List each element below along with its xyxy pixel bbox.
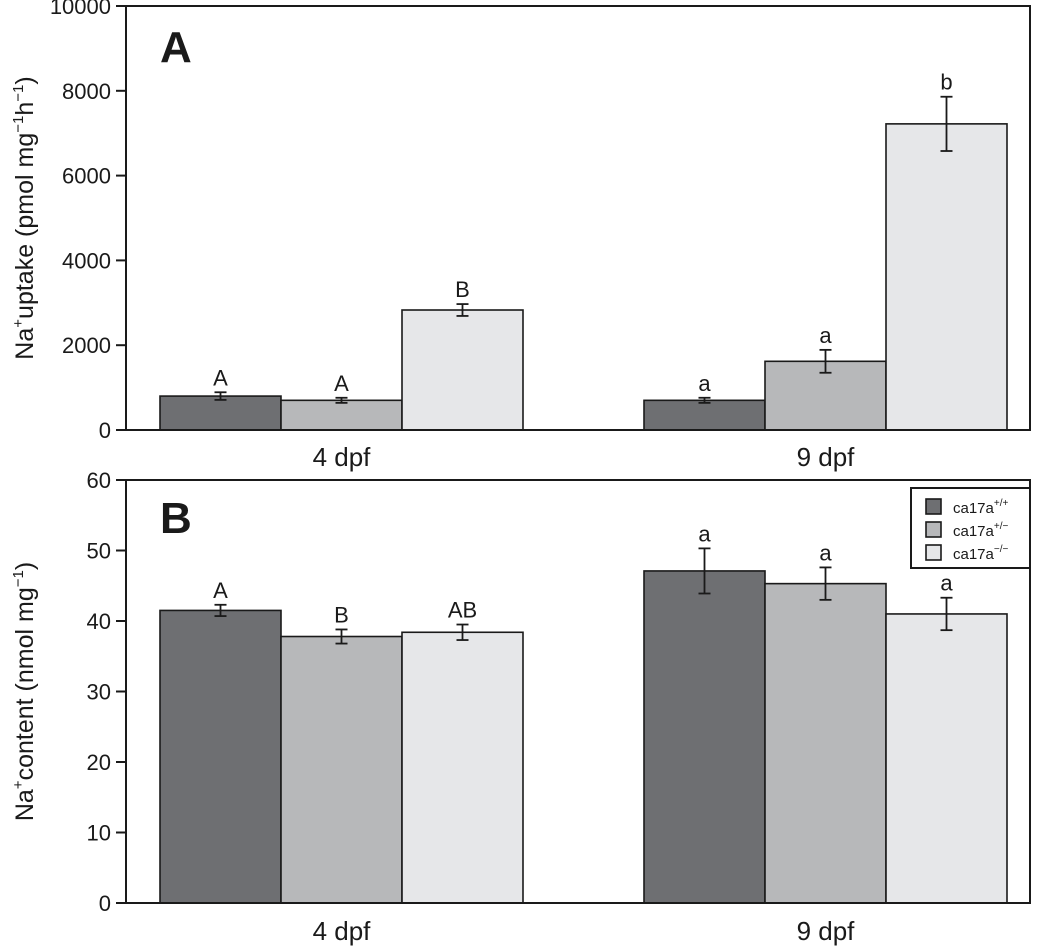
legend-swatch [925,498,942,515]
panel-b-significance-label: a [819,540,832,565]
panel-b-y-tick-label: 40 [87,609,111,634]
panel-a-significance-label: B [455,277,470,302]
panel-a-bar [401,309,524,431]
panel-a-significance-label: a [698,371,711,396]
panel-a-error-bar [335,396,348,404]
panel-b-error-bar [819,566,832,601]
legend-entry-label: ca17a−/− [953,544,1008,563]
panel-a-significance-label: A [334,371,349,396]
panel-b-x-category-label: 9 dpf [797,916,856,946]
panel-a-error-bar [698,396,711,404]
panel-b-significance-label: a [940,571,953,596]
panel-a-y-tick-label: 2000 [62,333,111,358]
legend-swatch [925,521,942,538]
panel-b-chart: Aa Ba AB a 0 10 20 30 40 50 60 4 dpf 9 dpf Na+content… [10,468,1031,946]
panel-a-y-tick-label: 10000 [50,0,111,19]
panel-b-bar [643,570,766,904]
panel-b-bar [401,631,524,904]
panel-a-x-category-label: 4 dpf [313,442,372,472]
panel-a-axes-frame [125,5,1031,431]
panel-b-y-tick-label: 0 [99,891,111,916]
panel-b-error-bar [335,628,348,645]
panel-a-bar [885,123,1008,431]
panel-a-y-tick-label: 6000 [62,164,111,189]
legend-swatch [925,544,942,561]
panel-a-significance-label: b [940,70,952,95]
panel-b-y-tick-label: 50 [87,539,111,564]
panel-a-y-axis-label: Na+uptake (pmol mg−1h−1) [10,76,39,359]
legend: ca17a+/+ ca17a+/− ca17a−/− [910,487,1031,569]
panel-b-error-bar [698,547,711,595]
panel-b-y-tick-label: 10 [87,821,111,846]
panel-b-error-bar [214,603,227,617]
panel-a-y-tick-label: 0 [99,418,111,443]
panel-b-significance-label: A [213,578,228,603]
panel-a-x-category-label: 9 dpf [797,442,856,472]
panel-b-bar [764,582,887,904]
panel-b-y-tick-label: 60 [87,468,111,493]
panel-a-error-bar [940,95,953,152]
panel-b-significance-label: B [334,602,349,627]
panel-b-y-axis-label: Na+content (nmol mg−1) [10,562,39,821]
legend-entry-label: ca17a+/− [953,521,1008,540]
panel-b-significance-label: a [698,521,711,546]
panel-a-error-bar [456,303,469,317]
panel-b-significance-label: AB [448,598,477,623]
panel-a-y-tick-label: 4000 [62,248,111,273]
panel-a-error-bar [214,391,227,401]
panel-b-error-bar [940,596,953,632]
panel-b-error-bar [456,623,469,641]
panel-a-panel-letter: A [160,23,192,72]
panel-a-significance-label: A [213,365,228,390]
panel-b-bar [159,609,282,904]
panel-a-bar [643,399,766,431]
panel-b-bar [280,635,403,904]
panel-b-y-tick-label: 30 [87,680,111,705]
panel-a-bar [159,395,282,431]
panel-b-panel-letter: B [160,494,192,543]
panel-b-y-tick-label: 20 [87,750,111,775]
panel-a-significance-label: a [819,323,832,348]
panel-a-bar [280,399,403,431]
panel-b-bar [885,613,1008,904]
legend-box [910,487,1031,569]
panel-a-error-bar [819,348,832,374]
legend-entry-label: ca17a+/+ [953,498,1008,517]
panel-a-y-tick-label: 8000 [62,79,111,104]
panel-b-x-category-label: 4 dpf [313,916,372,946]
